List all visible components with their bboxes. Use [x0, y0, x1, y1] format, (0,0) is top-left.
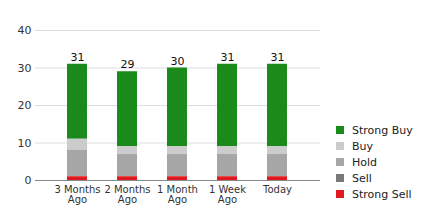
svg-text:1 WeekAgo: 1 WeekAgo — [209, 184, 246, 205]
svg-text:3 MonthsAgo: 3 MonthsAgo — [54, 184, 100, 205]
svg-text:2 MonthsAgo: 2 MonthsAgo — [104, 184, 150, 205]
html-text:Strong Sell: Strong Sell — [352, 187, 412, 201]
svg-text:31: 31 — [221, 51, 235, 64]
svg-text:30: 30 — [18, 62, 32, 75]
html-text:Sell: Sell — [352, 171, 372, 185]
svg-text:Today: Today — [262, 184, 292, 195]
html-text:Hold: Hold — [352, 155, 377, 169]
svg-text:0: 0 — [25, 174, 32, 187]
svg-text:31: 31 — [271, 51, 285, 64]
svg-text:1 MonthAgo: 1 MonthAgo — [157, 184, 198, 205]
svg-text:29: 29 — [121, 58, 135, 71]
html-text:Buy: Buy — [352, 139, 373, 153]
svg-text:31: 31 — [71, 51, 85, 64]
svg-text:40: 40 — [18, 24, 32, 37]
svg-text:30: 30 — [171, 55, 185, 68]
html-text:Strong Buy: Strong Buy — [352, 123, 413, 137]
svg-text:20: 20 — [18, 99, 32, 112]
svg-text:10: 10 — [18, 137, 32, 150]
